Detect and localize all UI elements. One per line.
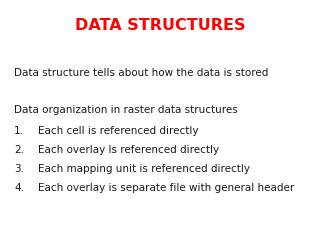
Text: Data organization in raster data structures: Data organization in raster data structu… xyxy=(14,105,238,115)
Text: 2.: 2. xyxy=(14,145,24,155)
Text: Data structure tells about how the data is stored: Data structure tells about how the data … xyxy=(14,68,268,78)
Text: Each overlay is separate file with general header: Each overlay is separate file with gener… xyxy=(38,183,294,193)
Text: 3.: 3. xyxy=(14,164,24,174)
Text: Each overlay Is referenced directly: Each overlay Is referenced directly xyxy=(38,145,219,155)
Text: 1.: 1. xyxy=(14,126,24,136)
Text: DATA STRUCTURES: DATA STRUCTURES xyxy=(75,18,245,33)
Text: Each mapping unit is referenced directly: Each mapping unit is referenced directly xyxy=(38,164,250,174)
Text: Each cell is referenced directly: Each cell is referenced directly xyxy=(38,126,198,136)
Text: 4.: 4. xyxy=(14,183,24,193)
